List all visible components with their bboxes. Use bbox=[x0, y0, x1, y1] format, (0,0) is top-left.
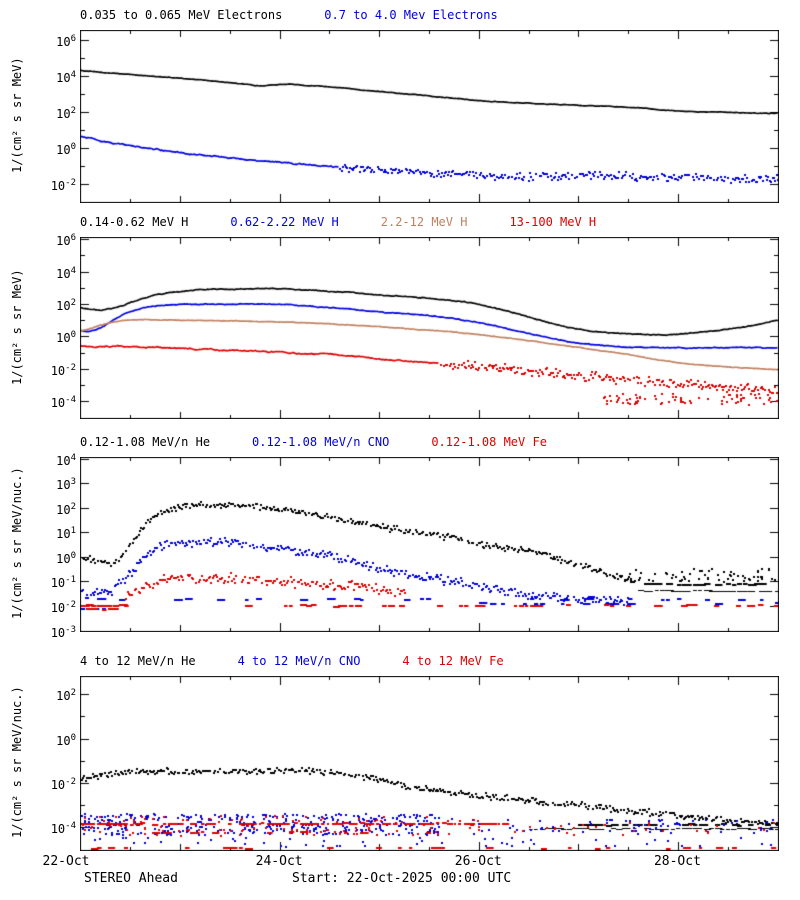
y-tick-label: 101 bbox=[56, 526, 76, 542]
y-tick-label: 10-2 bbox=[50, 776, 76, 792]
spacecraft-label: STEREO Ahead bbox=[84, 871, 178, 886]
y-tick-label: 102 bbox=[56, 688, 76, 704]
panel-4-plot bbox=[80, 676, 779, 851]
legend-label: 0.62-2.22 MeV H bbox=[230, 215, 339, 229]
y-tick-label: 106 bbox=[56, 33, 76, 49]
x-tick-label: 24-Oct bbox=[255, 854, 303, 869]
x-tick-label: 28-Oct bbox=[653, 854, 701, 869]
legend-label: 0.7 to 4.0 Mev Electrons bbox=[324, 8, 498, 22]
y-tick-label: 100 bbox=[56, 330, 76, 346]
legend-label: 4 to 12 MeV Fe bbox=[402, 654, 504, 668]
y-tick-label: 10-3 bbox=[50, 624, 76, 640]
y-axis-label: 1/(cm² s sr MeV/nuc.) bbox=[10, 467, 24, 620]
legend-label: 2.2-12 MeV H bbox=[380, 215, 468, 229]
legend-label: 0.12-1.08 MeV Fe bbox=[431, 435, 547, 449]
legend-label: 0.035 to 0.065 MeV Electrons bbox=[80, 8, 283, 22]
y-tick-label: 102 bbox=[56, 501, 76, 517]
x-tick-label: 22-Oct bbox=[42, 854, 90, 869]
panel-1-plot bbox=[80, 30, 779, 203]
panel-3-plot bbox=[80, 457, 779, 632]
panel-2-plot bbox=[80, 237, 779, 419]
start-time-label: Start: 22-Oct-2025 00:00 UTC bbox=[292, 871, 512, 886]
y-tick-label: 10-4 bbox=[50, 395, 76, 411]
legend-label: 0.12-1.08 MeV/n CNO bbox=[252, 435, 390, 449]
y-tick-label: 102 bbox=[56, 297, 76, 313]
legend-label: 0.12-1.08 MeV/n He bbox=[80, 435, 211, 449]
y-tick-label: 10-1 bbox=[50, 575, 76, 591]
y-axis-label: 1/(cm² s sr MeV) bbox=[10, 57, 24, 174]
panel-title-1: 0.035 to 0.065 MeV Electrons 0.7 to 4.0 M… bbox=[80, 8, 540, 22]
legend-label: 4 to 12 MeV/n CNO bbox=[237, 654, 361, 668]
y-tick-label: 10-4 bbox=[50, 821, 76, 837]
y-axis-label: 1/(cm² s sr MeV/nuc.) bbox=[10, 686, 24, 839]
y-tick-label: 104 bbox=[56, 69, 76, 85]
y-tick-label: 100 bbox=[56, 550, 76, 566]
y-tick-label: 10-2 bbox=[50, 177, 76, 193]
y-tick-label: 10-2 bbox=[50, 362, 76, 378]
y-axis-label: 1/(cm² s sr MeV) bbox=[10, 269, 24, 385]
legend-label: 4 to 12 MeV/n He bbox=[80, 654, 196, 668]
y-tick-label: 104 bbox=[56, 452, 76, 468]
y-tick-label: 102 bbox=[56, 105, 76, 121]
panel-title-3: 0.12-1.08 MeV/n He 0.12-1.08 MeV/n CNO 0.1… bbox=[80, 435, 589, 449]
y-tick-label: 104 bbox=[56, 265, 76, 281]
y-tick-label: 103 bbox=[56, 477, 76, 493]
panel-title-2: 0.14-0.62 MeV H 0.62-2.22 MeV H 2.2-12 MeV… bbox=[80, 215, 638, 229]
legend-label: 0.14-0.62 MeV H bbox=[80, 215, 189, 229]
y-tick-label: 106 bbox=[56, 233, 76, 249]
x-tick-label: 26-Oct bbox=[454, 854, 502, 869]
y-tick-label: 10-2 bbox=[50, 599, 76, 615]
legend-label: 13-100 MeV H bbox=[509, 215, 597, 229]
y-tick-label: 100 bbox=[56, 732, 76, 748]
panel-title-4: 4 to 12 MeV/n He 4 to 12 MeV/n CNO 4 to 12… bbox=[80, 654, 546, 668]
y-tick-label: 100 bbox=[56, 141, 76, 157]
